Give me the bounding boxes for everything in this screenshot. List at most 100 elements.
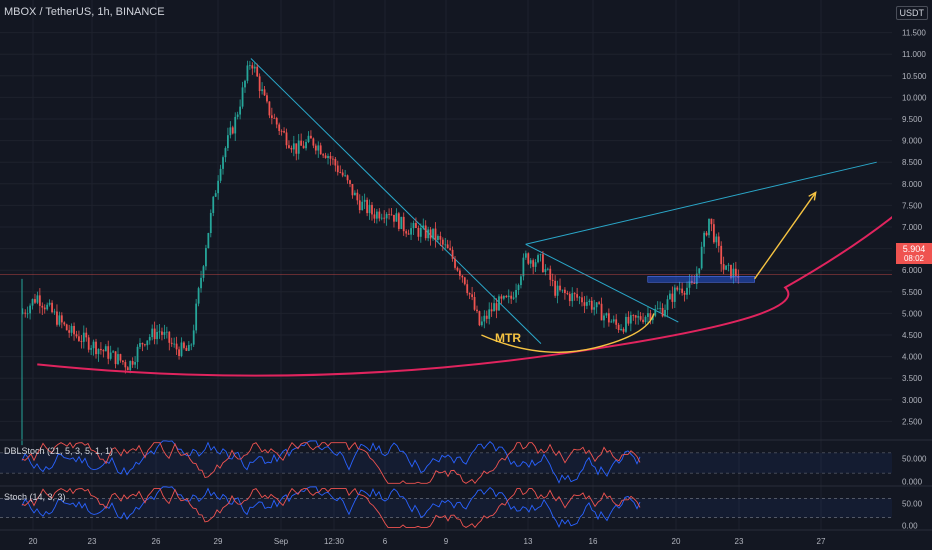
candle-body (246, 65, 249, 81)
candle-body (566, 293, 569, 294)
candle-body (368, 204, 371, 214)
symbol-title[interactable]: MBOX / TetherUS, 1h, BINANCE (4, 6, 165, 18)
candle-body (151, 328, 154, 338)
candle-body (275, 118, 278, 125)
candle-body (341, 172, 344, 176)
candle-body (410, 228, 412, 235)
trendline[interactable] (525, 243, 679, 323)
candle-body (454, 258, 456, 268)
candle-body (73, 325, 75, 335)
candle-body (534, 262, 537, 267)
trendlines (250, 58, 877, 344)
candle-body (578, 297, 581, 299)
time-tick-label: 13 (524, 537, 533, 546)
candle-body (437, 236, 439, 240)
dblstoch-label[interactable]: DBLStoch (21, 5, 3, 5, 1, 1) (4, 446, 114, 456)
candle-body (351, 183, 354, 196)
candle-body (524, 253, 527, 258)
candle-body (529, 260, 532, 264)
candle-body (417, 227, 420, 237)
candle-body (327, 155, 329, 158)
candle-body (732, 268, 735, 279)
panel-band (0, 498, 892, 518)
candle-body (717, 236, 720, 246)
candle-body (385, 214, 388, 219)
time-tick-label: 9 (444, 537, 449, 546)
candle-body (598, 302, 600, 304)
candle-body (222, 157, 224, 169)
candle-body (673, 287, 676, 302)
candle-body (324, 155, 327, 158)
candle-body (231, 127, 234, 134)
candle-body (51, 302, 53, 313)
candle-body (476, 309, 478, 312)
candle-body (207, 233, 210, 249)
candle-body (187, 345, 190, 351)
price-tick-label: 3.500 (902, 374, 923, 383)
candle-body (21, 312, 24, 314)
oscillators: 50.000 0.000 50.00 0.00 (0, 439, 932, 531)
target-arrow[interactable] (754, 192, 817, 280)
candle-body (708, 218, 710, 236)
candle-body (405, 231, 408, 234)
candle-body (681, 288, 684, 293)
price-tick-label: 8.500 (902, 158, 923, 167)
candle-body (100, 348, 102, 351)
candle-body (224, 148, 227, 158)
candle-body (393, 214, 395, 222)
candle-body (200, 277, 202, 289)
candle-body (241, 87, 244, 107)
candle-body (248, 65, 251, 67)
candle-body (502, 295, 505, 299)
candle-body (297, 140, 300, 154)
candle-body (90, 348, 93, 350)
candle-body (593, 307, 596, 310)
candle-body (251, 65, 254, 69)
candle-body (175, 343, 178, 350)
candle-body (363, 199, 366, 202)
candle-body (412, 223, 415, 229)
candle-body (581, 297, 583, 303)
dblstoch-d-line (21, 441, 641, 485)
candle-body (512, 297, 515, 299)
mtr-arc[interactable] (481, 313, 655, 353)
candle-body (268, 101, 271, 116)
candle-body (478, 311, 481, 326)
candle-body (424, 225, 427, 239)
trendline[interactable] (250, 58, 542, 344)
time-tick-label: 6 (383, 537, 388, 546)
candle-body (134, 362, 136, 365)
candle-body (407, 233, 410, 235)
candle-body (625, 316, 627, 332)
candle-body (31, 299, 34, 306)
candle-body (678, 288, 681, 290)
candle-body (659, 307, 662, 309)
candle-body (383, 217, 386, 219)
candle-body (185, 347, 188, 351)
currency-badge[interactable]: USDT (895, 6, 928, 20)
candle-body (168, 331, 171, 343)
time-tick-label: 29 (214, 537, 223, 546)
candle-body (65, 324, 68, 331)
price-axis[interactable]: 2.500 3.000 3.500 4.000 4.500 5.000 5.500 6.000… (892, 0, 932, 550)
candle-body (683, 292, 686, 295)
candle-body (163, 332, 166, 335)
time-axis[interactable]: 20 23 26 29 Sep 12:30 6 9 13 16 20 23 27 (29, 537, 826, 546)
candle-body (720, 245, 723, 265)
panel-band (0, 452, 892, 474)
candle-body (510, 295, 513, 299)
price-badge-value: 5.904 (903, 244, 926, 254)
candle-body (654, 308, 657, 316)
candle-body (114, 351, 117, 365)
candle-body (283, 131, 285, 133)
candle-body (644, 316, 647, 323)
parabolic-curve[interactable] (37, 145, 932, 377)
candle-body (29, 305, 31, 314)
support-zone[interactable] (647, 275, 755, 283)
candle-body (244, 80, 246, 88)
stoch-label[interactable]: Stoch (14, 3, 3) (4, 492, 66, 502)
mtr-label: MTR (495, 331, 521, 345)
trendline[interactable] (525, 161, 877, 245)
candle-body (129, 361, 132, 371)
candle-body (734, 268, 737, 276)
